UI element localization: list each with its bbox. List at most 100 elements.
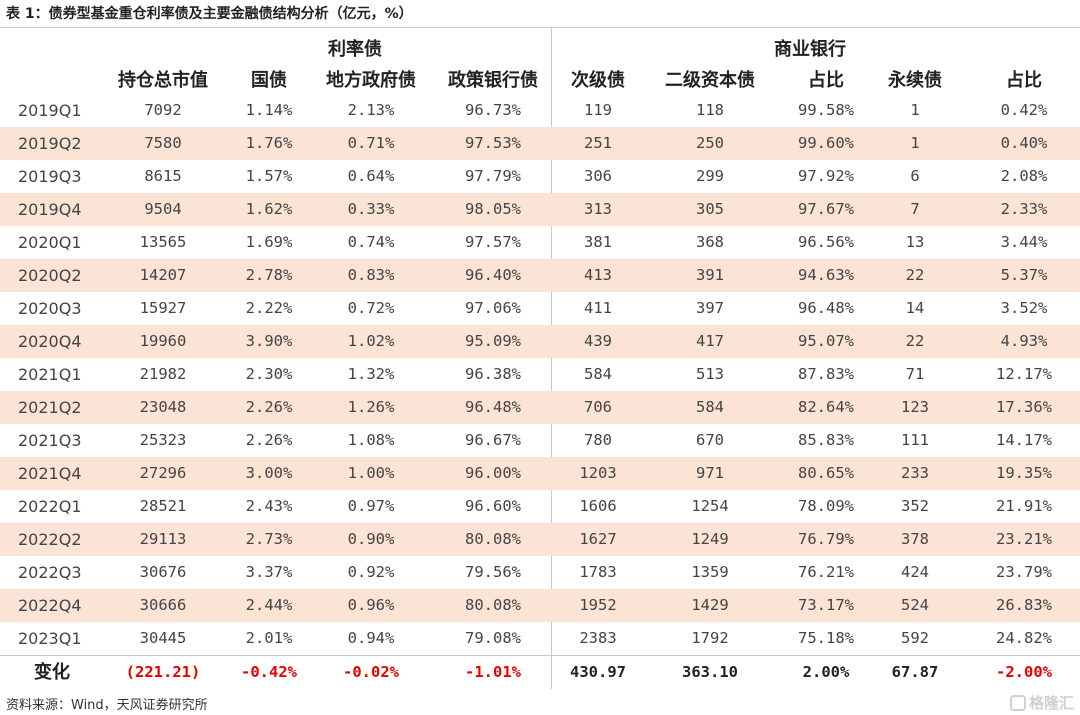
table-cell: 80.65%: [798, 464, 854, 482]
table-cell: 13: [905, 233, 925, 251]
table-cell: 97.92%: [798, 167, 854, 185]
table-cell: 1783: [579, 563, 617, 581]
table-cell: 417: [696, 332, 724, 350]
row-label-cell: 变化: [34, 662, 70, 683]
table-cell: 0.96%: [347, 596, 395, 614]
table-cell: 352: [901, 497, 929, 515]
watermark: 格隆汇: [1009, 692, 1074, 713]
table-cell: 28521: [139, 497, 187, 515]
table-cell: 670: [696, 431, 724, 449]
table-cell: 1606: [579, 497, 617, 515]
table-cell: 80.08%: [465, 530, 521, 548]
table-cell: 2.13%: [347, 101, 395, 119]
table-cell: 2.00%: [802, 663, 850, 681]
table-cell: 2.08%: [1000, 167, 1048, 185]
row-label-cell: 2021Q4: [18, 464, 82, 483]
table-cell: 0.42%: [1000, 101, 1048, 119]
table-cell: 0.94%: [347, 629, 395, 647]
table-cell: 1.26%: [347, 398, 395, 416]
table-cell: 233: [901, 464, 929, 482]
table-cell: 123: [901, 398, 929, 416]
table-cell: 96.48%: [465, 398, 521, 416]
table-cell: 524: [901, 596, 929, 614]
table-cell: 1429: [691, 596, 729, 614]
table-cell: 1254: [691, 497, 729, 515]
row-label-cell: 2021Q2: [18, 398, 82, 417]
column-header: 二级资本债: [665, 70, 755, 91]
table-cell: 97.57%: [465, 233, 521, 251]
row-label-cell: 2019Q3: [18, 167, 82, 186]
table-cell: 3.44%: [1000, 233, 1048, 251]
source-note: 资料来源：Wind，天风证券研究所: [6, 698, 208, 713]
table-cell: 29113: [139, 530, 187, 548]
table-cell: 5.37%: [1000, 266, 1048, 284]
watermark-text: 格隆汇: [1028, 694, 1074, 712]
table-cell: 1.08%: [347, 431, 395, 449]
table-cell: 424: [901, 563, 929, 581]
table-cell: 706: [584, 398, 612, 416]
table-cell: 299: [696, 167, 724, 185]
table-row: 2019Q3 8615 1.57% 0.64% 97.79% 306 299 97.92% 6 2…: [0, 160, 1080, 193]
table-cell: 391: [696, 266, 724, 284]
table-cell: 1.02%: [347, 332, 395, 350]
table-cell: 2.26%: [245, 398, 293, 416]
table-cell: 99.60%: [798, 134, 854, 152]
column-header: 地方政府债: [326, 70, 416, 91]
table-row: 2022Q1 28521 2.43% 0.97% 96.60% 1606 1254 78.09…: [0, 490, 1080, 523]
table-cell: 3.37%: [245, 563, 293, 581]
table-cell: 78.09%: [798, 497, 854, 515]
group-header-commercial-banks: 商业银行: [774, 39, 846, 60]
table-cell: 1.76%: [245, 134, 293, 152]
table-cell: 8615: [144, 167, 182, 185]
table-cell: 95.09%: [465, 332, 521, 350]
row-label-cell: 2019Q4: [18, 200, 82, 219]
column-header: 持仓总市值: [118, 70, 208, 91]
table-cell: 82.64%: [798, 398, 854, 416]
table-cell: 313: [584, 200, 612, 218]
change-row: 变化 (221.21) -0.42% -0.02% -1.01% 430.97 363.10…: [0, 655, 1080, 689]
table-cell: 0.92%: [347, 563, 395, 581]
table-cell: 2.01%: [245, 629, 293, 647]
table-row: 2019Q4 9504 1.62% 0.33% 98.05% 313 305 97.67% 7 2…: [0, 193, 1080, 226]
table-cell: 119: [584, 101, 612, 119]
table-cell: 592: [901, 629, 929, 647]
table-cell: 378: [901, 530, 929, 548]
table-row: 2021Q4 27296 3.00% 1.00% 96.00% 1203 971 80.65%…: [0, 457, 1080, 490]
table-cell: -0.42%: [241, 663, 297, 681]
table-row: 2022Q4 30666 2.44% 0.96% 80.08% 1952 1429 73.17…: [0, 589, 1080, 622]
table-cell: 2.44%: [245, 596, 293, 614]
table-cell: 584: [584, 365, 612, 383]
row-label-cell: 2022Q4: [18, 596, 82, 615]
table-row: 2019Q1 7092 1.14% 2.13% 96.73% 119 118 99.58% 1 0…: [0, 94, 1080, 127]
table-cell: 306: [584, 167, 612, 185]
table-cell: 971: [696, 464, 724, 482]
table-cell: 0.40%: [1000, 134, 1048, 152]
bond-structure-table: 利率债 商业银行 持仓总市值 国债 地方政府债 政策银行债 次级债 二级资本债 占比 永续债 占…: [0, 27, 1080, 689]
table-row: 2019Q2 7580 1.76% 0.71% 97.53% 251 250 99.60% 1 0…: [0, 127, 1080, 160]
table-cell: (221.21): [125, 663, 201, 681]
table-cell: 250: [696, 134, 724, 152]
table-cell: 96.73%: [465, 101, 521, 119]
table-cell: 413: [584, 266, 612, 284]
table-cell: 9504: [144, 200, 182, 218]
table-cell: 1952: [579, 596, 617, 614]
table-cell: 0.71%: [347, 134, 395, 152]
row-label-cell: 2020Q1: [18, 233, 82, 252]
table-cell: 0.97%: [347, 497, 395, 515]
table-row: 2022Q2 29113 2.73% 0.90% 80.08% 1627 1249 76.79…: [0, 523, 1080, 556]
table-cell: 30676: [139, 563, 187, 581]
table-cell: 95.07%: [798, 332, 854, 350]
table-cell: 17.36%: [996, 398, 1052, 416]
table-cell: 13565: [139, 233, 187, 251]
table-cell: 85.83%: [798, 431, 854, 449]
table-row: 2020Q1 13565 1.69% 0.74% 97.57% 381 368 96.56% 1…: [0, 226, 1080, 259]
table-cell: 2.33%: [1000, 200, 1048, 218]
table-cell: 3.00%: [245, 464, 293, 482]
table-cell: 1.62%: [245, 200, 293, 218]
table-row: 2021Q2 23048 2.26% 1.26% 96.48% 706 584 82.64% 1…: [0, 391, 1080, 424]
table-cell: 15927: [139, 299, 187, 317]
table-cell: 0.64%: [347, 167, 395, 185]
column-header: 占比: [1006, 70, 1042, 91]
table-cell: 397: [696, 299, 724, 317]
group-divider: [551, 28, 552, 689]
